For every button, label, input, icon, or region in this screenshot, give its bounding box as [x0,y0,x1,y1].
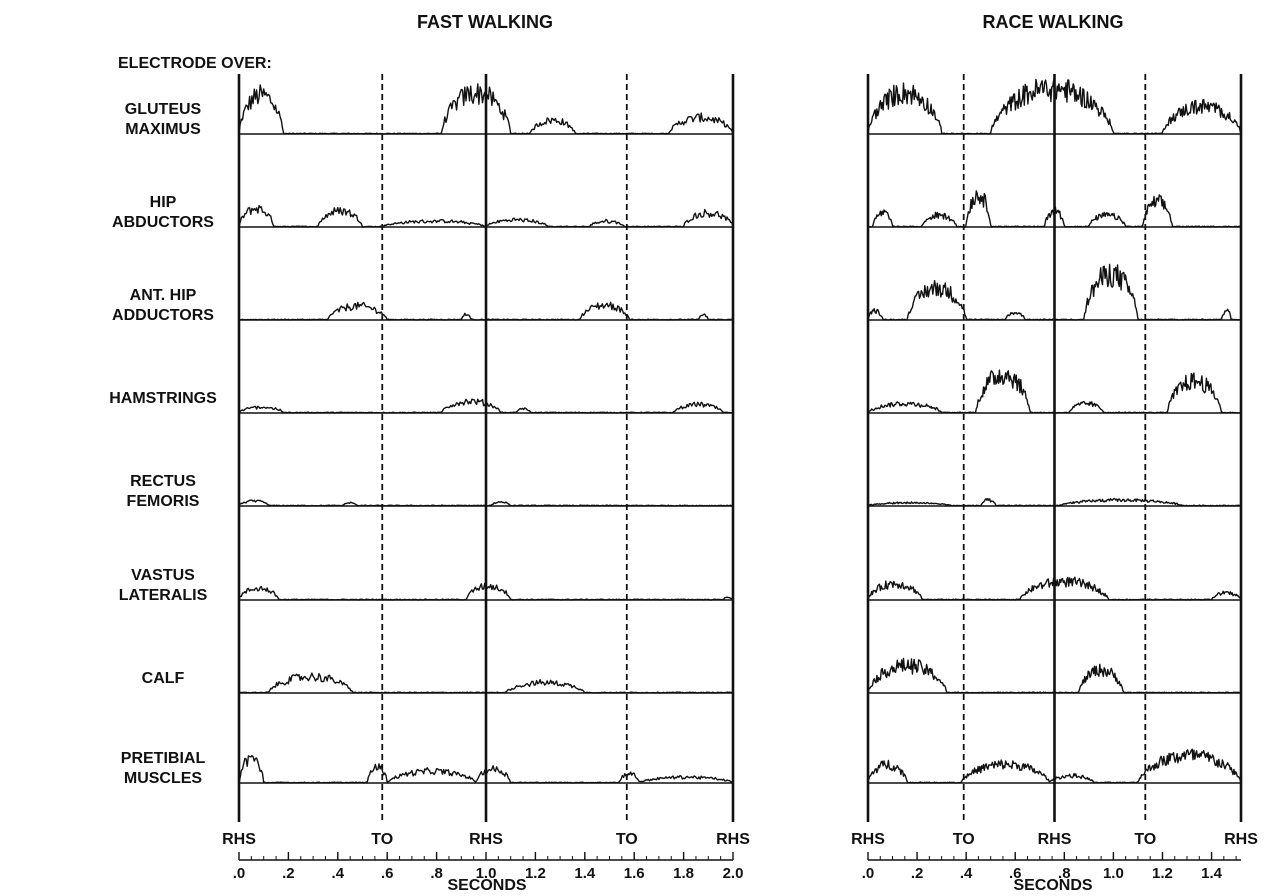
race-walking-xlabel: SECONDS [1013,877,1092,894]
muscle-label: ABDUCTORS [112,214,214,231]
tick-label: .4 [960,865,973,882]
muscle-labels: GLUTEUS MAXIMUS HIP ABDUCTORS ANT. HIP ADDUCT… [109,101,217,787]
tick-label: .8 [1058,865,1071,882]
tick-label: 2.0 [723,865,744,882]
tick-label: 1.4 [1201,865,1223,882]
muscle-label: VASTUS [131,567,195,584]
event-label: TO [953,831,975,848]
muscle-label: ADDUCTORS [112,307,214,324]
muscle-label: ANT. HIP [130,287,197,304]
muscle-label: RECTUS [130,473,196,490]
fast-walking-panel: FAST WALKING SECONDS RHS TO RHS TO RHS .0 .2 .4… [222,12,750,894]
tick-label: 1.4 [574,865,596,882]
emg-trace [867,497,1242,507]
event-label: RHS [1038,831,1072,848]
emg-trace [867,190,1242,228]
emg-trace [238,754,734,784]
muscle-label: LATERALIS [119,587,208,604]
event-label: RHS [222,831,256,848]
tick-label: 1.8 [673,865,694,882]
emg-trace [867,657,1242,694]
muscle-label: PRETIBIAL [121,750,206,767]
tick-label: 1.0 [1103,865,1124,882]
fast-walking-xlabel: SECONDS [447,877,526,894]
muscle-label: CALF [142,670,185,687]
event-label: RHS [469,831,503,848]
tick-label: .6 [381,865,394,882]
emg-trace [867,263,1241,321]
race-walking-panel: RACE WALKING SECONDS RHS TO RHS TO RHS .0 .2 .4… [851,12,1258,894]
emg-trace [867,748,1242,784]
event-label: TO [616,831,638,848]
emg-trace [238,205,734,228]
race-walking-title: RACE WALKING [983,12,1124,32]
muscle-label: HIP [150,194,177,211]
tick-label: .2 [911,865,924,882]
tick-label: .8 [430,865,443,882]
emg-trace [867,75,1242,135]
emg-trace [238,672,734,694]
tick-label: 1.6 [624,865,645,882]
electrode-over-label: ELECTRODE OVER: [118,55,272,72]
emg-trace [238,398,734,414]
tick-label: .2 [282,865,295,882]
emg-trace [238,499,734,507]
emg-trace [238,582,734,601]
tick-label: 1.0 [476,865,497,882]
fast-walking-title: FAST WALKING [417,12,553,32]
muscle-label: FEMORIS [127,493,200,510]
tick-label: .0 [862,865,875,882]
event-label: TO [1134,831,1156,848]
tick-label: .6 [1009,865,1022,882]
tick-label: 1.2 [525,865,546,882]
muscle-label: GLUTEUS [125,101,202,118]
tick-label: .0 [233,865,246,882]
tick-label: .4 [332,865,345,882]
event-label: RHS [851,831,885,848]
muscle-label: MUSCLES [124,770,203,787]
tick-label: 1.2 [1152,865,1173,882]
muscle-label: MAXIMUS [125,121,201,138]
emg-trace [238,83,734,135]
muscle-label: HAMSTRINGS [109,390,217,407]
event-label: RHS [716,831,750,848]
emg-trace [238,301,733,321]
event-label: TO [371,831,393,848]
event-label: RHS [1224,831,1258,848]
emg-trace [867,576,1242,601]
emg-trace [867,369,1242,414]
